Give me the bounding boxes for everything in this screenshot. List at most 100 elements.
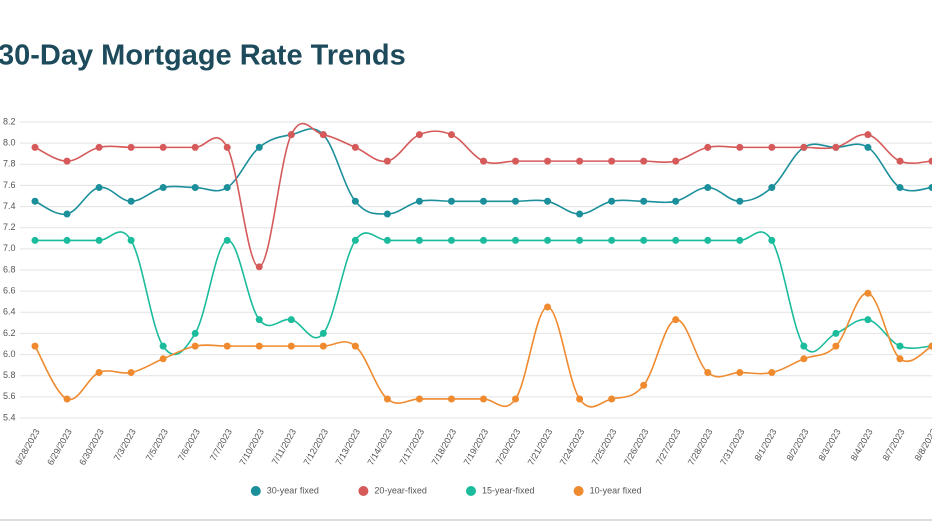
- data-point: [640, 236, 648, 244]
- x-tick-label: 7/5/2023: [144, 427, 170, 462]
- x-tick-label: 7/13/2023: [333, 427, 362, 467]
- data-point: [736, 143, 744, 151]
- legend-item: 20-year-fixed: [358, 485, 427, 496]
- x-tick-label: 6/30/2023: [77, 427, 106, 467]
- data-point: [383, 210, 391, 218]
- data-point: [928, 342, 932, 350]
- data-point: [608, 236, 616, 244]
- data-point: [159, 342, 167, 350]
- data-point: [159, 184, 167, 192]
- data-point: [159, 143, 167, 151]
- data-point: [287, 131, 295, 139]
- legend-item: 15-year-fixed: [466, 485, 535, 496]
- data-point: [383, 157, 391, 165]
- data-point: [351, 143, 359, 151]
- data-point: [608, 197, 616, 205]
- x-tick-label: 7/3/2023: [112, 427, 138, 462]
- x-tick-label: 7/20/2023: [494, 427, 523, 467]
- data-point: [319, 329, 327, 337]
- data-point: [415, 197, 423, 205]
- data-point: [512, 395, 520, 403]
- x-tick-label: 8/8/2023: [913, 427, 932, 462]
- data-point: [191, 184, 199, 192]
- data-point: [223, 184, 231, 192]
- data-point: [351, 197, 359, 205]
- data-point: [351, 342, 359, 350]
- x-tick-label: 8/1/2023: [752, 427, 778, 462]
- y-tick-label: 6.4: [3, 307, 16, 317]
- series-line: [34, 292, 932, 408]
- data-point: [800, 355, 808, 363]
- x-tick-label: 7/31/2023: [718, 427, 747, 467]
- x-tick-label: 7/17/2023: [398, 427, 427, 467]
- data-point: [415, 236, 423, 244]
- x-tick-label: 8/2/2023: [784, 427, 810, 462]
- x-tick-label: 7/6/2023: [176, 427, 202, 462]
- data-point: [95, 184, 103, 192]
- data-point: [223, 143, 231, 151]
- data-point: [63, 395, 71, 403]
- legend-label: 20-year-fixed: [374, 485, 427, 495]
- data-point: [640, 197, 648, 205]
- legend-marker: [573, 486, 584, 496]
- data-point: [800, 342, 808, 350]
- data-point: [672, 157, 680, 165]
- y-tick-label: 6.0: [3, 349, 16, 359]
- x-tick-label: 8/3/2023: [816, 427, 842, 462]
- data-point: [31, 143, 39, 151]
- data-point: [832, 329, 840, 337]
- data-point: [223, 342, 231, 350]
- x-tick-label: 7/25/2023: [590, 427, 619, 467]
- data-point: [480, 157, 487, 165]
- data-point: [127, 236, 135, 244]
- x-tick-label: 7/12/2023: [301, 427, 330, 467]
- data-point: [480, 197, 487, 205]
- x-tick-label: 7/11/2023: [270, 427, 298, 466]
- legend-item: 10-year fixed: [573, 485, 642, 496]
- data-point: [576, 157, 584, 165]
- data-point: [255, 263, 263, 271]
- legend-label: 10-year fixed: [590, 485, 642, 495]
- data-point: [864, 289, 872, 297]
- data-point: [512, 236, 520, 244]
- data-point: [351, 236, 359, 244]
- data-point: [191, 342, 199, 350]
- data-point: [704, 369, 712, 377]
- data-point: [736, 236, 744, 244]
- data-point: [383, 236, 391, 244]
- data-point: [127, 143, 135, 151]
- legend-marker: [358, 486, 369, 496]
- x-tick-label: 6/29/2023: [45, 427, 74, 467]
- data-point: [544, 236, 552, 244]
- x-tick-label: 7/28/2023: [686, 427, 715, 467]
- data-point: [864, 316, 872, 324]
- data-point: [576, 236, 584, 244]
- data-point: [319, 342, 327, 350]
- data-point: [544, 157, 552, 165]
- data-point: [928, 184, 932, 192]
- data-point: [832, 342, 840, 350]
- data-point: [608, 157, 616, 165]
- x-tick-label: 8/4/2023: [849, 427, 875, 462]
- data-point: [480, 236, 487, 244]
- data-point: [415, 131, 423, 139]
- legend-marker: [466, 486, 476, 496]
- data-point: [447, 197, 455, 205]
- y-tick-label: 5.8: [3, 370, 16, 380]
- data-point: [447, 395, 455, 403]
- x-tick-label: 7/14/2023: [365, 427, 394, 467]
- y-tick-label: 6.6: [3, 286, 16, 296]
- data-point: [127, 197, 135, 205]
- chart-title: 30-Day Mortgage Rate Trends: [0, 40, 406, 72]
- data-point: [512, 197, 520, 205]
- series-line: [34, 122, 932, 268]
- y-tick-label: 8.0: [3, 138, 16, 148]
- x-tick-label: 6/28/2023: [13, 427, 42, 467]
- data-point: [768, 369, 776, 377]
- y-tick-label: 8.2: [3, 116, 16, 126]
- x-tick-label: 7/7/2023: [208, 427, 234, 462]
- data-point: [447, 236, 455, 244]
- x-tick-label: 7/10/2023: [237, 427, 266, 467]
- data-point: [544, 303, 552, 311]
- data-point: [544, 197, 552, 205]
